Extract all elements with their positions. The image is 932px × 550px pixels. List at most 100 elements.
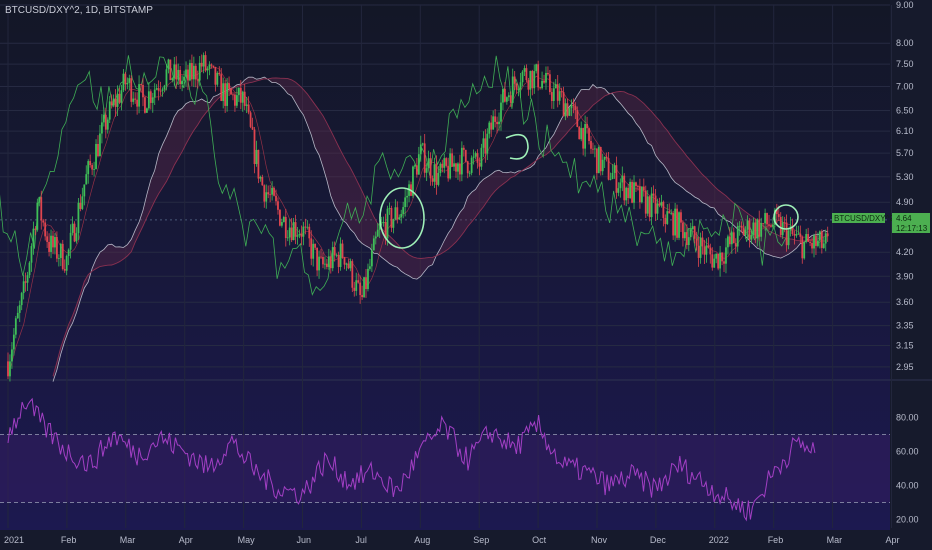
candle-body bbox=[478, 162, 481, 167]
candle-body bbox=[83, 184, 86, 197]
candle-body bbox=[292, 222, 295, 241]
candle-body bbox=[284, 216, 287, 238]
price-tick-label: 4.90 bbox=[896, 197, 914, 207]
candle-body bbox=[419, 144, 422, 155]
candle-body bbox=[742, 227, 745, 235]
candle-body bbox=[541, 80, 543, 89]
candle-body bbox=[826, 233, 829, 237]
candle-body bbox=[239, 87, 242, 103]
candle-body bbox=[736, 226, 739, 247]
candle-body bbox=[642, 186, 645, 191]
candle-body bbox=[415, 165, 418, 175]
candle-body bbox=[144, 97, 146, 113]
candle-body bbox=[701, 237, 704, 247]
candle-body bbox=[687, 237, 690, 246]
time-axis-ticks: 2021 Feb Mar Apr May Jun Jul Aug Sep Oct Nov Dec 202… bbox=[4, 535, 900, 545]
candle-body bbox=[719, 252, 722, 269]
candle-body bbox=[277, 201, 279, 210]
candle-body bbox=[171, 78, 174, 81]
candle-body bbox=[799, 233, 802, 237]
candle-body bbox=[449, 153, 452, 179]
time-tick-label: Nov bbox=[591, 535, 608, 545]
candle-body bbox=[316, 247, 318, 271]
candle-body bbox=[556, 84, 559, 101]
candle-body bbox=[464, 149, 467, 162]
candle-body bbox=[572, 104, 575, 106]
time-tick-label: Jun bbox=[297, 535, 312, 545]
candle-body bbox=[543, 80, 545, 83]
chart-background bbox=[0, 0, 890, 530]
last-price-value-box bbox=[892, 213, 930, 233]
candle-body bbox=[676, 208, 678, 238]
candle-body bbox=[785, 222, 788, 246]
price-tick-label: 3.15 bbox=[896, 341, 914, 351]
time-tick-label: Sep bbox=[473, 535, 489, 545]
candle-body bbox=[145, 108, 148, 113]
candle-body bbox=[629, 181, 632, 199]
candle-body bbox=[744, 229, 747, 235]
candle-body bbox=[14, 318, 17, 335]
candle-body bbox=[772, 224, 774, 227]
candle-body bbox=[322, 256, 324, 265]
candle-body bbox=[695, 238, 698, 246]
candle-body bbox=[275, 195, 277, 202]
candle-body bbox=[97, 143, 99, 157]
candle-body bbox=[498, 121, 500, 125]
candle-body bbox=[813, 235, 815, 249]
candle-body bbox=[386, 208, 389, 239]
candle-body bbox=[54, 237, 56, 248]
candle-body bbox=[249, 112, 252, 127]
candle-body bbox=[474, 153, 477, 157]
candle-body bbox=[617, 188, 620, 193]
candle-body bbox=[773, 209, 776, 225]
candle-body bbox=[490, 122, 493, 130]
candle-body bbox=[7, 361, 9, 377]
candle-body bbox=[46, 236, 49, 242]
candle-body bbox=[670, 213, 673, 214]
candle-body bbox=[112, 98, 115, 106]
candle-body bbox=[691, 226, 694, 230]
candle-body bbox=[357, 280, 360, 283]
leading-span-a bbox=[52, 76, 828, 382]
candle-body bbox=[216, 72, 219, 85]
candle-body bbox=[151, 97, 154, 103]
candle-body bbox=[312, 243, 315, 259]
candle-body bbox=[116, 93, 119, 107]
candle-body bbox=[349, 261, 352, 269]
rsi-band-fill bbox=[0, 434, 890, 503]
candle-body bbox=[81, 196, 84, 209]
candle-body bbox=[234, 94, 236, 106]
candle-body bbox=[314, 243, 317, 248]
candle-body bbox=[783, 222, 786, 224]
candle-body bbox=[809, 241, 811, 243]
candle-body bbox=[550, 92, 553, 101]
price-tick-label: 5.70 bbox=[896, 148, 914, 158]
candle-body bbox=[595, 148, 598, 174]
candle-body bbox=[218, 72, 221, 75]
candle-body bbox=[462, 147, 465, 150]
candle-body bbox=[723, 261, 725, 264]
candle-body bbox=[521, 71, 524, 83]
candle-body bbox=[40, 197, 43, 221]
price-tick-label: 7.00 bbox=[896, 82, 914, 92]
candle-body bbox=[265, 192, 268, 202]
candle-body bbox=[727, 236, 729, 248]
candle-body bbox=[820, 231, 823, 248]
candle-body bbox=[190, 63, 193, 80]
candle-body bbox=[333, 247, 336, 256]
candle-body bbox=[32, 228, 35, 247]
candle-body bbox=[685, 232, 688, 246]
candle-body bbox=[568, 108, 571, 116]
candle-body bbox=[220, 74, 223, 101]
candle-body bbox=[703, 246, 706, 255]
candle-body bbox=[63, 268, 66, 271]
candle-body bbox=[631, 181, 633, 203]
candle-body bbox=[417, 154, 420, 175]
candle-body bbox=[126, 82, 129, 85]
candle-body bbox=[728, 236, 731, 245]
candle-body bbox=[549, 74, 551, 93]
candle-body bbox=[318, 256, 320, 271]
candle-body bbox=[564, 103, 567, 117]
candle-body bbox=[466, 161, 469, 174]
